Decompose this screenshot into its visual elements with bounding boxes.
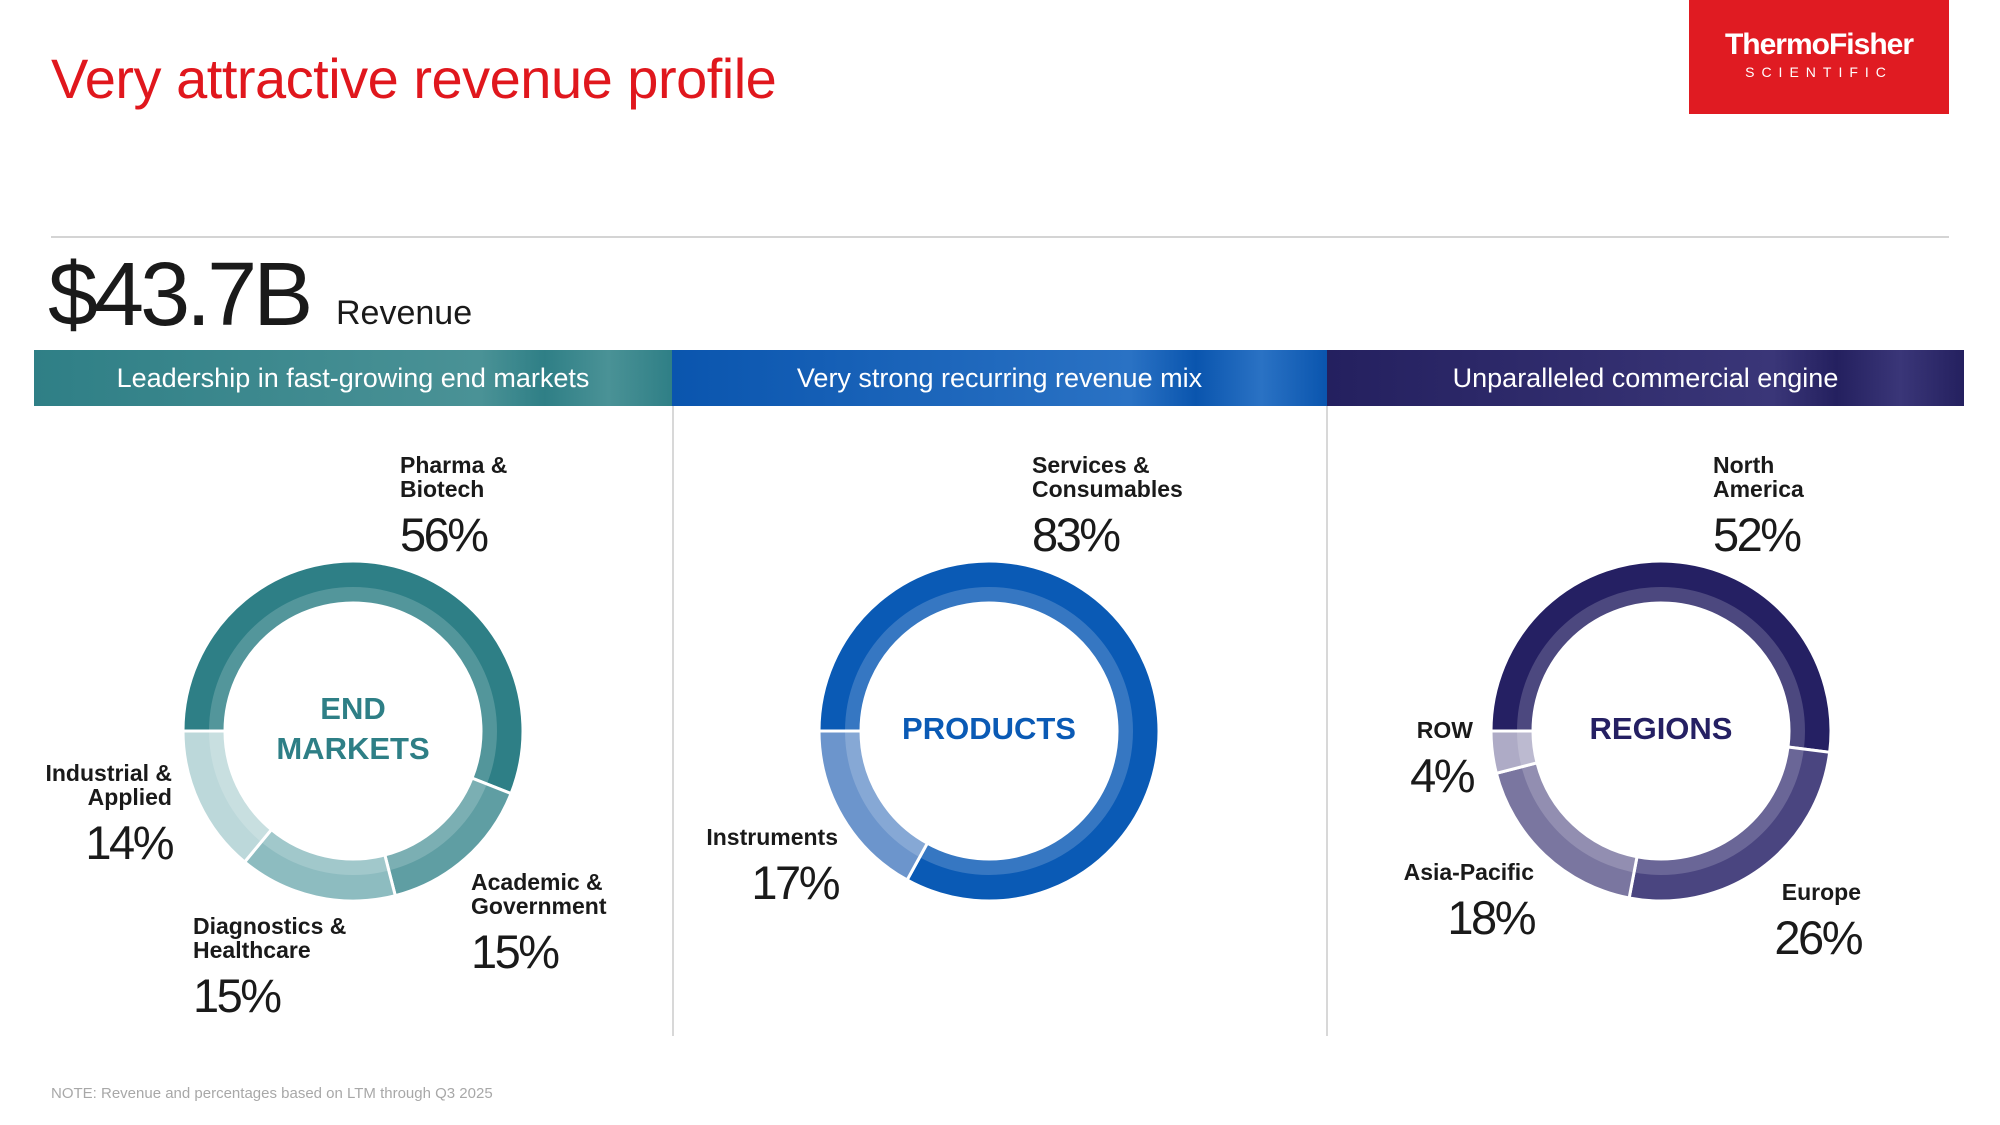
segment-label: Europe 26% xyxy=(1774,879,1863,966)
center-label: REGIONS xyxy=(1541,709,1781,749)
segment-label: ROW 4% xyxy=(1410,717,1475,804)
segment-value: 18% xyxy=(1447,891,1536,944)
segment-name: Europe xyxy=(1781,879,1861,905)
segment-name: Industrial & Applied xyxy=(45,760,172,810)
segment-value: 83% xyxy=(1032,508,1121,561)
center-label: PRODUCTS xyxy=(869,709,1109,749)
segment-label: North America 52% xyxy=(1713,453,1823,563)
segment-label: Diagnostics & Healthcare 15% xyxy=(193,914,373,1024)
segment-label: Academic & Government 15% xyxy=(471,870,631,980)
donut-segment xyxy=(181,729,274,865)
center-label-line: END xyxy=(320,691,386,726)
segment-label: Pharma & Biotech 56% xyxy=(400,453,530,563)
segment-name: Instruments xyxy=(706,824,838,850)
column-divider xyxy=(672,406,674,1036)
segment-value: 56% xyxy=(400,508,489,561)
segment-label: Asia-Pacific 18% xyxy=(1403,859,1537,946)
segment-name: Academic & Government xyxy=(471,869,607,919)
segment-name: Asia-Pacific xyxy=(1403,859,1534,885)
donut-segment xyxy=(817,559,1161,903)
segment-value: 15% xyxy=(471,925,560,978)
segment-name: Pharma & Biotech xyxy=(400,452,508,502)
banner: Very strong recurring revenue mix xyxy=(672,350,1327,406)
segment-value: 52% xyxy=(1713,508,1802,561)
donut-segment xyxy=(1627,745,1832,903)
donut-segment xyxy=(181,559,525,796)
ring-highlight xyxy=(845,587,1133,875)
revenue-label: Revenue xyxy=(336,294,473,332)
donut-segment xyxy=(1489,559,1833,754)
segment-value: 26% xyxy=(1774,911,1863,964)
column-divider xyxy=(1326,406,1328,1036)
segment-value: 4% xyxy=(1410,749,1475,802)
segment-value: 17% xyxy=(751,856,840,909)
ring-highlight xyxy=(209,587,497,875)
center-label-line: REGIONS xyxy=(1589,711,1733,746)
divider xyxy=(51,236,1949,238)
banner: Leadership in fast-growing end markets xyxy=(34,350,672,406)
segment-label: Instruments 17% xyxy=(706,824,840,911)
donut-segment xyxy=(1489,729,1539,776)
center-label: END MARKETS xyxy=(233,689,473,769)
logo: ThermoFisher SCIENTIFIC xyxy=(1689,0,1949,114)
ring-highlight xyxy=(1517,587,1805,875)
revenue-amount: $43.7B xyxy=(48,245,313,345)
segment-value: 14% xyxy=(85,816,174,869)
slide-title: Very attractive revenue profile xyxy=(51,47,777,110)
donut-segment xyxy=(817,729,930,883)
segment-name: Diagnostics & Healthcare xyxy=(193,913,347,963)
segment-label: Services & Consumables 83% xyxy=(1032,453,1207,563)
segment-name: North America xyxy=(1713,452,1804,502)
segment-label: Industrial & Applied 14% xyxy=(27,760,174,871)
center-label-line: MARKETS xyxy=(276,731,430,766)
segment-name: ROW xyxy=(1416,717,1473,743)
banner: Unparalleled commercial engine xyxy=(1327,350,1964,406)
center-label-line: PRODUCTS xyxy=(902,711,1076,746)
footnote: NOTE: Revenue and percentages based on L… xyxy=(51,1085,493,1102)
logo-name: ThermoFisher xyxy=(1724,28,1914,61)
segment-name: Services & Consumables xyxy=(1032,452,1183,502)
segment-value: 15% xyxy=(193,969,282,1022)
logo-sub: SCIENTIFIC xyxy=(1745,64,1893,80)
